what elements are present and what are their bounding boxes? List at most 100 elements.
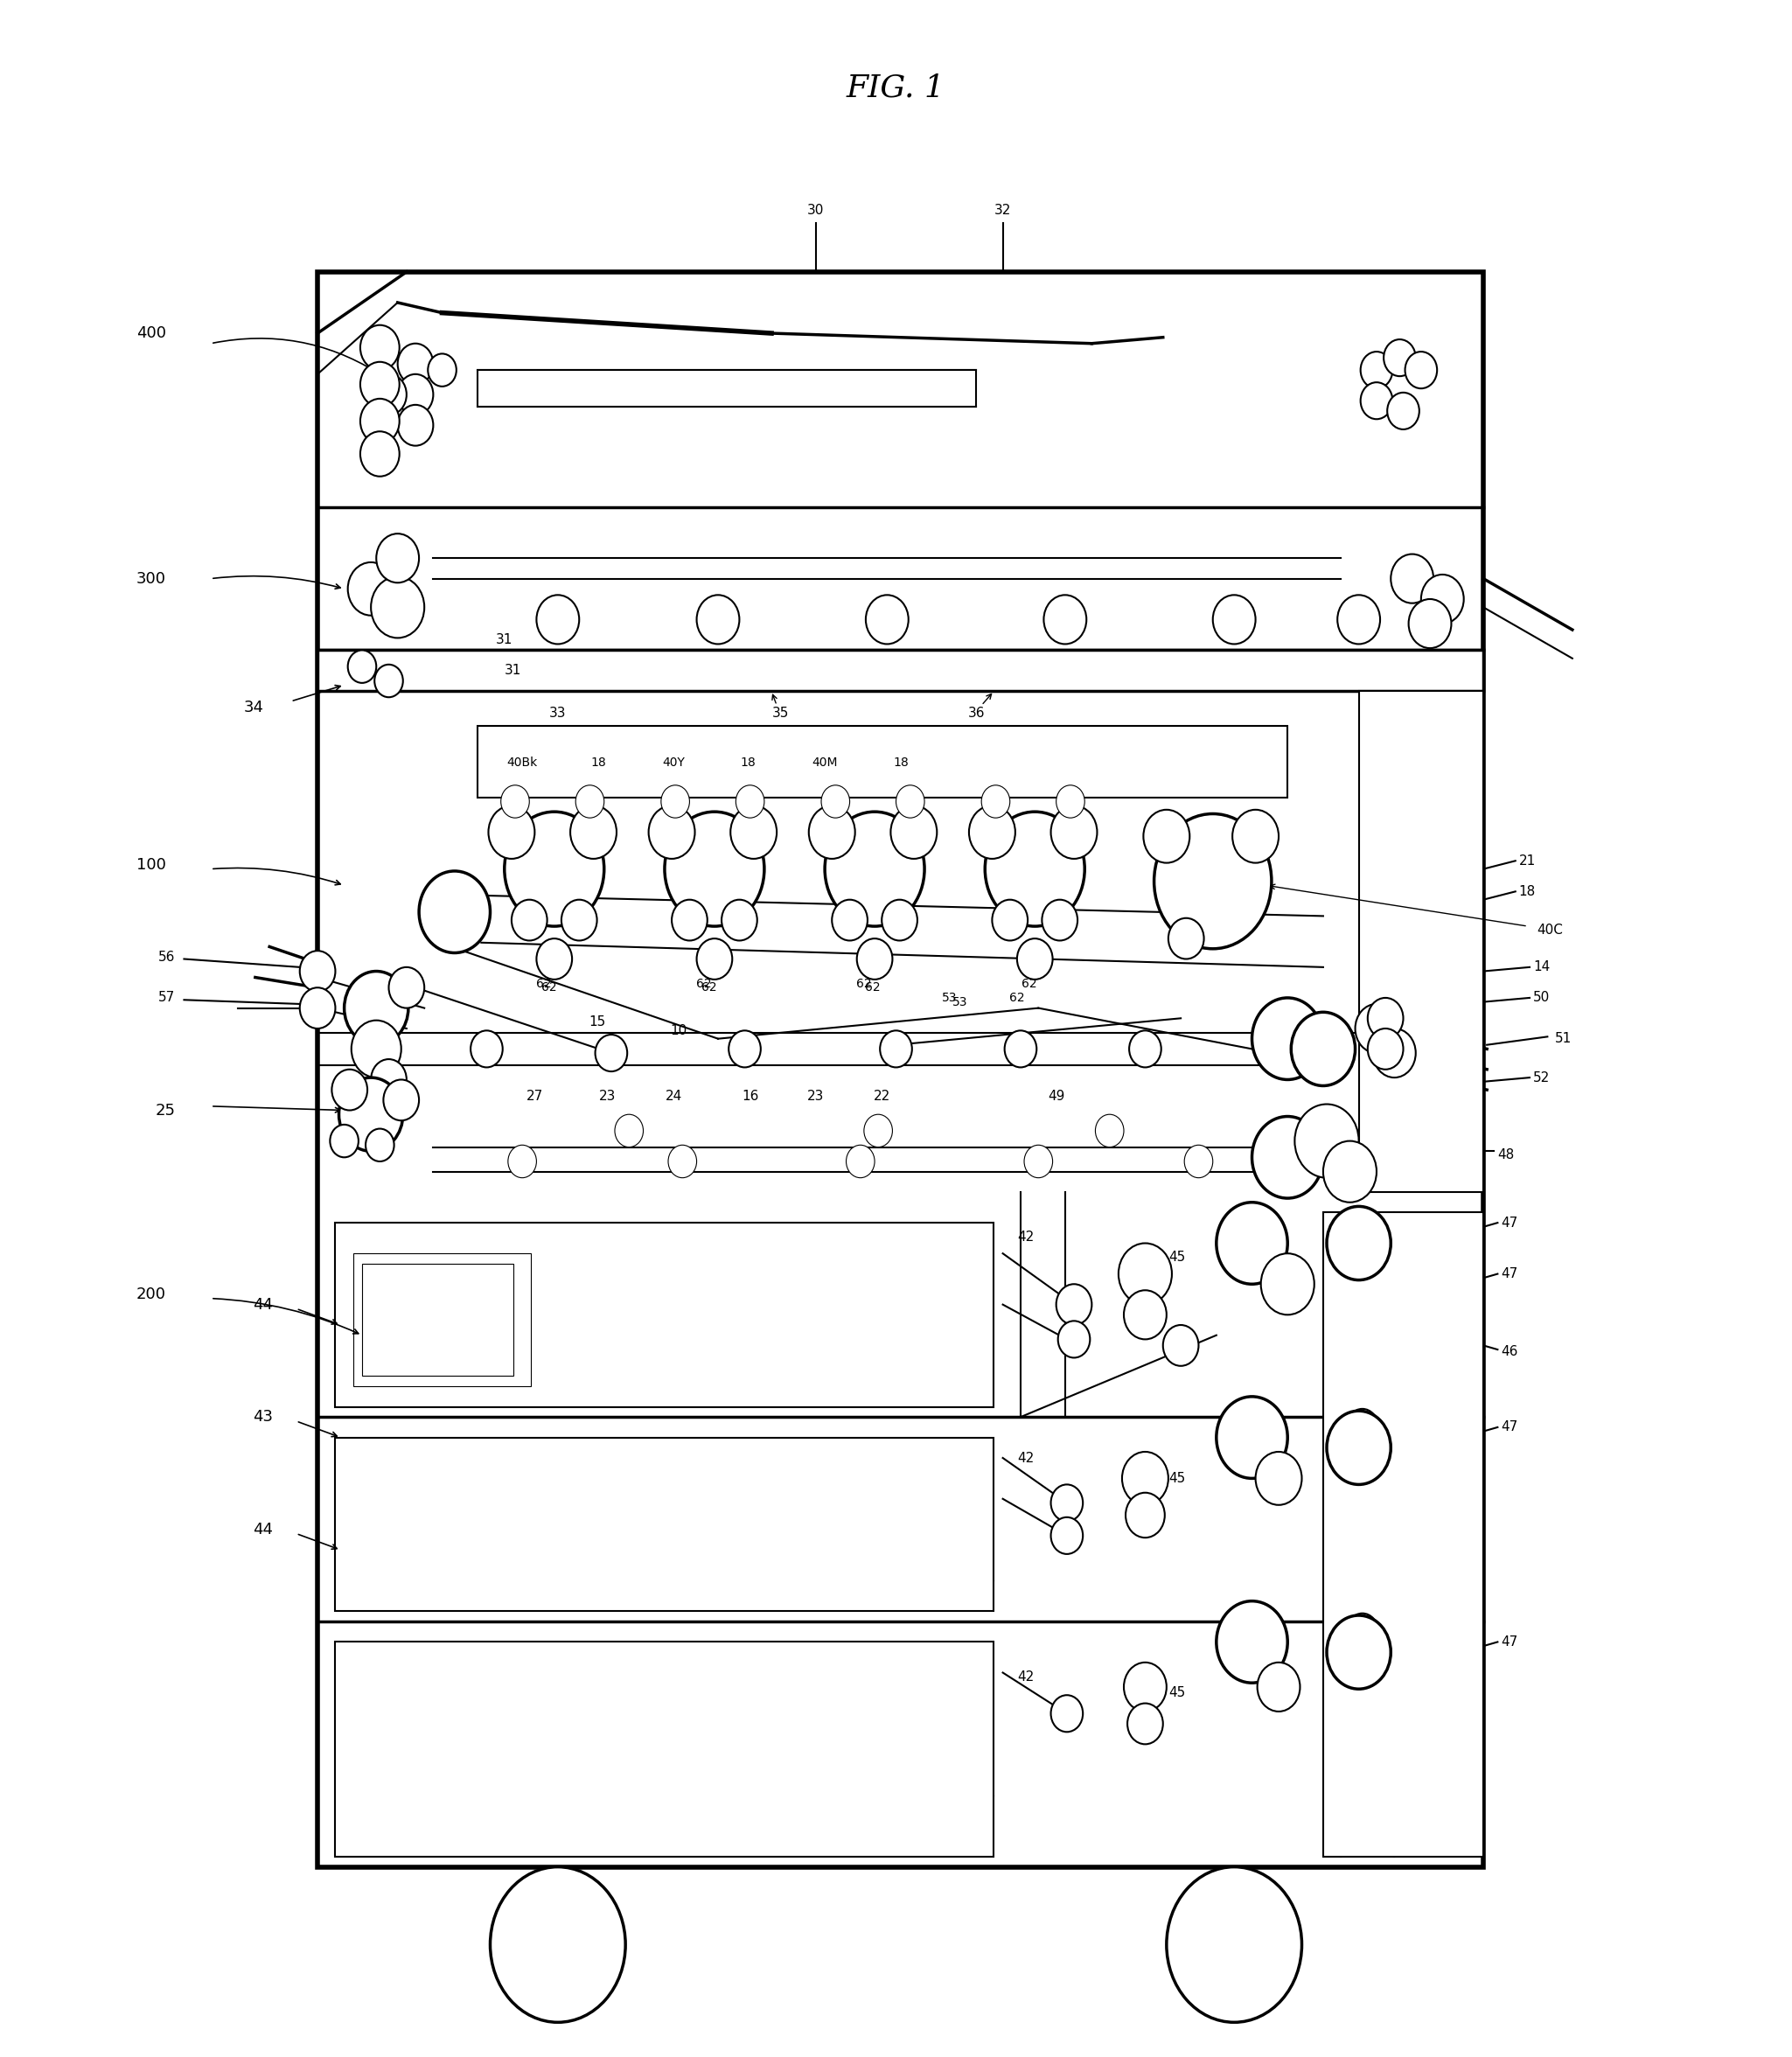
Circle shape [491,1868,625,2022]
Bar [1322,1212,1484,1857]
Text: 40Bk: 40Bk [507,757,538,769]
Circle shape [1095,1115,1124,1148]
Text: 48: 48 [1498,1148,1514,1162]
Circle shape [360,362,400,407]
Circle shape [1125,1493,1165,1539]
Circle shape [986,813,1084,926]
Bar [317,650,1484,691]
Text: 40Y: 40Y [663,757,685,769]
Text: 53: 53 [943,991,957,1004]
Circle shape [332,1070,367,1111]
Circle shape [1326,1411,1391,1485]
Bar [478,370,977,407]
Circle shape [1043,594,1086,644]
Text: 62: 62 [857,977,871,989]
Circle shape [1050,806,1097,858]
Circle shape [1018,938,1052,979]
Text: 10: 10 [670,1024,688,1037]
Circle shape [1213,594,1256,644]
Circle shape [1233,810,1279,862]
Circle shape [697,594,740,644]
Bar [335,1641,995,1857]
Circle shape [1290,1012,1355,1086]
Circle shape [371,1059,407,1100]
Circle shape [661,786,690,819]
Circle shape [1373,1028,1416,1078]
Text: 62: 62 [695,977,711,989]
Circle shape [882,899,918,940]
Text: 42: 42 [1018,1670,1034,1683]
Circle shape [398,344,434,385]
Text: 62: 62 [1009,991,1025,1004]
Circle shape [1409,599,1452,648]
Circle shape [371,576,425,638]
Circle shape [511,899,547,940]
Text: 21: 21 [1520,854,1536,868]
Text: 14: 14 [1534,961,1550,973]
Text: 30: 30 [808,204,824,218]
Circle shape [1055,1284,1091,1325]
Circle shape [982,786,1011,819]
Text: 45: 45 [1168,1251,1186,1265]
Text: 100: 100 [136,858,167,872]
Circle shape [1253,998,1322,1080]
Circle shape [1025,1146,1052,1179]
Circle shape [1405,352,1437,389]
Circle shape [1258,1662,1299,1711]
Text: 52: 52 [1534,1072,1550,1084]
Bar [478,726,1288,798]
Circle shape [672,899,708,940]
Circle shape [1124,1662,1167,1711]
Circle shape [737,786,765,819]
Text: 46: 46 [1502,1345,1518,1358]
Circle shape [1346,1214,1378,1251]
Circle shape [1383,339,1416,376]
Circle shape [351,1020,401,1078]
Circle shape [821,786,849,819]
Circle shape [1360,383,1392,420]
Circle shape [1041,899,1077,940]
Text: 16: 16 [742,1090,758,1103]
Circle shape [398,405,434,446]
Bar [362,1263,513,1376]
Text: 47: 47 [1502,1421,1518,1434]
Circle shape [330,1125,358,1158]
Circle shape [1005,1031,1036,1068]
Circle shape [1355,1004,1398,1053]
Circle shape [1143,810,1190,862]
Text: 42: 42 [1018,1452,1034,1465]
Circle shape [1326,1205,1391,1279]
Circle shape [1346,1623,1378,1660]
Circle shape [969,806,1016,858]
Text: 36: 36 [968,708,984,720]
Text: 62: 62 [866,981,880,994]
Circle shape [1129,1031,1161,1068]
Circle shape [383,1080,419,1121]
Text: 47: 47 [1502,1216,1518,1230]
Circle shape [1050,1518,1082,1553]
Circle shape [471,1031,502,1068]
Circle shape [371,374,407,416]
Circle shape [1322,1142,1376,1201]
Text: 300: 300 [136,570,167,586]
Text: 31: 31 [496,634,513,646]
Circle shape [1421,574,1464,623]
Text: 33: 33 [550,708,566,720]
Circle shape [1294,1105,1358,1179]
Circle shape [1163,1325,1199,1366]
Text: 200: 200 [136,1286,167,1302]
Circle shape [360,399,400,444]
Text: 34: 34 [244,699,263,716]
Circle shape [299,987,335,1028]
Circle shape [507,1146,536,1179]
Circle shape [504,813,604,926]
Circle shape [360,432,400,477]
Circle shape [1217,1201,1288,1284]
Circle shape [561,899,597,940]
Circle shape [1118,1242,1172,1304]
Text: 25: 25 [156,1103,176,1119]
Circle shape [880,1031,912,1068]
Circle shape [722,899,758,940]
Circle shape [824,813,925,926]
Circle shape [1050,1695,1082,1732]
